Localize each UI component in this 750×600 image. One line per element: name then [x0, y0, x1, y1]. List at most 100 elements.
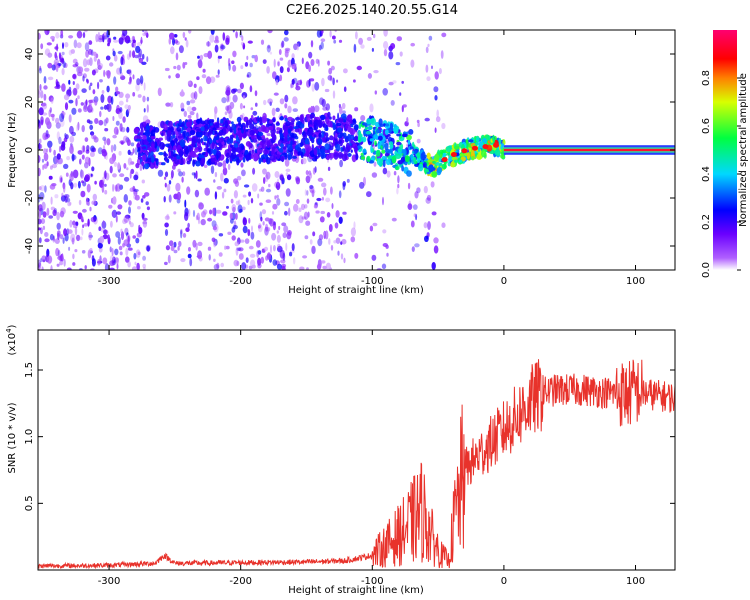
- heatmap-cell: [265, 199, 272, 203]
- heatmap-cell: [494, 149, 501, 156]
- heatmap-cell: [88, 231, 92, 241]
- heatmap-cell: [56, 222, 61, 230]
- heatmap-cell: [374, 140, 377, 146]
- heatmap-cell: [179, 148, 182, 156]
- heatmap-cell: [294, 128, 300, 133]
- heatmap-cell: [38, 32, 41, 40]
- heatmap-cell: [293, 43, 298, 51]
- heatmap-cell: [254, 102, 258, 107]
- heatmap-cell: [115, 120, 120, 126]
- heatmap-cell: [500, 145, 503, 150]
- heatmap-cell: [230, 144, 233, 149]
- heatmap-cell: [271, 232, 277, 241]
- heatmap-cell: [309, 78, 315, 82]
- heatmap-cell: [271, 107, 276, 117]
- heatmap-cell: [241, 169, 246, 177]
- heatmap-cell: [197, 241, 203, 247]
- heatmap-cell: [280, 143, 284, 149]
- heatmap-cell: [250, 107, 254, 111]
- heatmap-cell: [181, 127, 185, 131]
- heatmap-cell: [265, 223, 269, 232]
- heatmap-cell: [132, 39, 136, 44]
- heatmap-cell: [413, 150, 418, 154]
- heatmap-cell: [103, 229, 108, 235]
- heatmap-cell: [198, 202, 204, 210]
- heatmap-cell: [59, 175, 63, 184]
- heatmap-cell: [401, 80, 405, 84]
- heatmap-cell: [119, 107, 123, 113]
- heatmap-cell: [119, 251, 123, 256]
- heatmap-cell: [198, 86, 203, 95]
- heatmap-cell: [407, 140, 411, 145]
- heatmap-cell: [39, 227, 43, 235]
- heatmap-cell: [477, 146, 481, 152]
- heatmap-cell: [213, 179, 216, 183]
- heatmap-cell: [253, 153, 259, 160]
- heatmap-cell: [284, 50, 289, 58]
- heatmap-cell: [407, 203, 413, 211]
- heatmap-cell: [312, 231, 316, 237]
- heatmap-cell: [188, 30, 192, 34]
- bottom-x-tick-label: -200: [229, 576, 252, 587]
- heatmap-cell: [347, 133, 351, 142]
- heatmap-cell: [38, 186, 42, 191]
- heatmap-cell: [177, 246, 180, 251]
- heatmap-cell: [433, 237, 439, 244]
- heatmap-cell: [176, 127, 182, 132]
- heatmap-cell: [189, 111, 195, 116]
- heatmap-cell: [338, 117, 344, 123]
- heatmap-cell: [320, 210, 326, 215]
- heatmap-cell: [175, 73, 180, 79]
- heatmap-cell: [321, 148, 325, 155]
- heatmap-cell: [321, 260, 326, 264]
- heatmap-cell: [284, 94, 289, 103]
- heatmap-cell: [146, 56, 149, 63]
- heatmap-cell: [187, 253, 192, 259]
- heatmap-cell: [112, 173, 117, 178]
- heatmap-cell: [114, 248, 119, 256]
- heatmap-cell: [315, 210, 320, 214]
- heatmap-cell: [261, 209, 267, 215]
- heatmap-cell: [204, 187, 210, 196]
- heatmap-cell: [133, 252, 137, 260]
- heatmap-cell: [264, 217, 270, 222]
- heatmap-cell: [196, 76, 200, 81]
- heatmap-cell: [353, 124, 359, 131]
- heatmap-cell: [296, 120, 302, 126]
- heatmap-cell: [276, 127, 281, 131]
- heatmap-cell: [55, 247, 60, 257]
- heatmap-cell: [325, 103, 331, 111]
- heatmap-cell: [55, 64, 59, 73]
- heatmap-cell: [167, 120, 173, 128]
- heatmap-cell: [151, 143, 155, 151]
- heatmap-cell: [60, 33, 64, 39]
- heatmap-cell: [375, 128, 380, 134]
- heatmap-cell: [282, 252, 286, 261]
- heatmap-cell: [56, 81, 60, 88]
- heatmap-cell: [441, 32, 447, 38]
- heatmap-cell: [233, 178, 239, 184]
- bottom-x-axis: -300 -200 -100 0 100: [98, 330, 645, 587]
- heatmap-cell: [175, 182, 181, 192]
- heatmap-cell: [229, 126, 233, 133]
- heatmap-cell: [321, 182, 327, 188]
- heatmap-cell: [317, 177, 324, 182]
- heatmap-cell: [500, 153, 505, 159]
- heatmap-cell: [305, 220, 311, 226]
- heatmap-cell: [113, 36, 117, 40]
- heatmap-cell: [476, 153, 482, 160]
- heatmap-cell: [104, 128, 109, 132]
- heatmap-cell: [147, 136, 151, 142]
- heatmap-cell: [339, 132, 344, 137]
- heatmap-cell: [385, 244, 389, 249]
- heatmap-cell: [332, 122, 336, 131]
- heatmap-cell: [50, 265, 53, 270]
- heatmap-cell: [295, 199, 300, 204]
- heatmap-cell: [260, 216, 263, 222]
- heatmap-cell: [137, 94, 142, 98]
- heatmap-cell: [343, 86, 347, 92]
- heatmap-cell: [410, 153, 414, 160]
- heatmap-cell: [327, 120, 333, 128]
- heatmap-cell: [337, 151, 344, 159]
- heatmap-cell: [250, 231, 255, 240]
